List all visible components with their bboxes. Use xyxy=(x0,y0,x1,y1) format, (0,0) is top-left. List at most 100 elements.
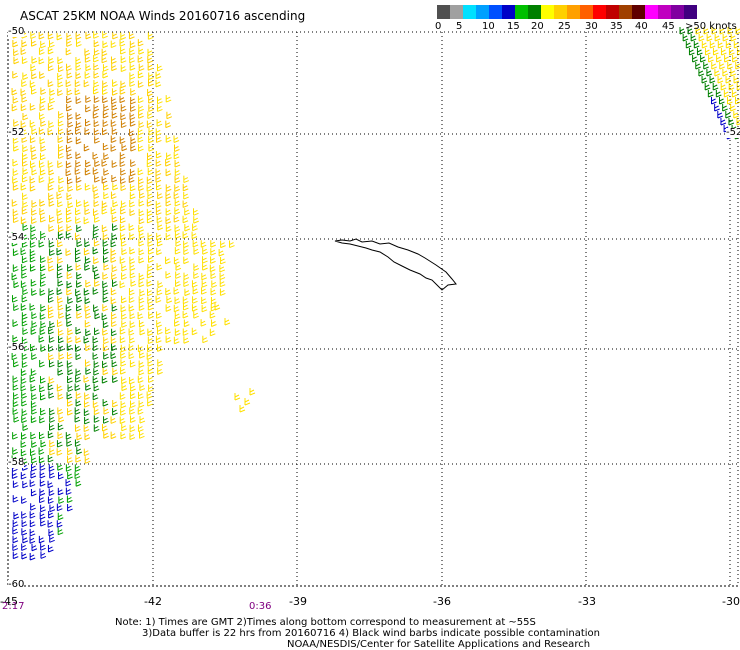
wind-barb xyxy=(129,320,136,329)
wind-barb xyxy=(84,359,91,368)
wind-barb xyxy=(21,543,27,551)
wind-barb xyxy=(210,256,216,264)
wind-barb xyxy=(38,56,45,65)
lon-label-39: -39 xyxy=(289,595,307,608)
wind-barb xyxy=(76,311,83,319)
wind-barb xyxy=(57,231,64,240)
wind-barb xyxy=(12,551,19,560)
wind-barb xyxy=(48,168,55,176)
wind-barb xyxy=(725,41,732,49)
wind-barb xyxy=(165,191,172,200)
wind-barb xyxy=(13,415,20,423)
wind-barb xyxy=(12,432,18,440)
wind-barb xyxy=(21,391,27,399)
wind-barb xyxy=(57,487,64,496)
wind-barb xyxy=(75,216,81,224)
wind-barb xyxy=(155,71,162,80)
wind-barb xyxy=(102,344,109,352)
wind-barb xyxy=(101,207,108,215)
wind-barb xyxy=(92,287,99,295)
wind-barb xyxy=(147,344,153,353)
wind-barb xyxy=(20,432,27,440)
wind-barb xyxy=(183,256,189,265)
wind-barb xyxy=(38,127,45,135)
wind-barb xyxy=(146,391,153,399)
wind-barb xyxy=(130,88,136,96)
wind-barb xyxy=(13,48,19,57)
wind-barb xyxy=(725,76,732,84)
wind-barb xyxy=(83,424,90,433)
wind-barb xyxy=(720,118,727,126)
wind-barb xyxy=(56,32,63,41)
wind-barb xyxy=(129,432,136,441)
wind-barb xyxy=(111,215,118,223)
wind-barb xyxy=(130,400,136,409)
wind-barb xyxy=(20,183,27,191)
wind-barb xyxy=(93,424,100,432)
wind-barb xyxy=(12,375,19,384)
wind-barb xyxy=(39,360,45,368)
wind-barb xyxy=(30,144,37,153)
wind-barb xyxy=(58,335,64,344)
wind-barb xyxy=(83,216,90,225)
wind-barb xyxy=(40,87,47,95)
wind-barb xyxy=(137,311,144,320)
wind-barb xyxy=(112,31,118,40)
wind-barb xyxy=(20,88,27,97)
colorbar-label: 0 xyxy=(435,21,442,32)
colorbar-segment xyxy=(580,5,593,19)
wind-barb xyxy=(121,247,128,256)
wind-barb xyxy=(20,448,27,457)
wind-barb xyxy=(156,119,163,127)
wind-barb xyxy=(110,416,117,424)
wind-barb xyxy=(29,528,36,537)
wind-barb xyxy=(112,183,119,191)
wind-barb xyxy=(30,448,36,457)
wind-barb xyxy=(229,240,235,249)
wind-barb xyxy=(92,352,99,360)
wind-barb xyxy=(75,151,82,160)
wind-barb xyxy=(20,383,27,392)
wind-barb xyxy=(85,343,91,352)
wind-barb xyxy=(173,256,180,265)
wind-barb xyxy=(720,48,727,56)
wind-barb xyxy=(49,504,56,513)
wind-barb xyxy=(29,240,36,248)
wind-barb xyxy=(67,327,73,336)
wind-barb xyxy=(20,440,27,448)
map-title: ASCAT 25KM NOAA Winds 20160716 ascending xyxy=(20,9,306,23)
wind-barb xyxy=(47,383,54,391)
wind-barb xyxy=(717,41,724,49)
wind-barb xyxy=(92,336,99,344)
wind-barb xyxy=(83,144,90,152)
wind-barb xyxy=(110,40,117,49)
lat-label-58: -58 xyxy=(8,457,25,468)
wind-barb xyxy=(66,271,73,280)
note-line-3: NOAA/NESDIS/Center for Satellite Applica… xyxy=(287,639,591,650)
wind-barb xyxy=(40,231,46,239)
wind-barb xyxy=(29,375,36,383)
wind-barb xyxy=(101,376,108,384)
wind-barb xyxy=(11,103,18,112)
wind-barb xyxy=(20,368,27,377)
colorbar-label: 20 xyxy=(531,21,544,32)
colorbar-label: 30 xyxy=(585,21,598,32)
wind-barb xyxy=(21,79,27,88)
wind-barb xyxy=(110,351,117,360)
wind-barb xyxy=(157,191,163,200)
wind-barb xyxy=(12,264,19,273)
wind-barb xyxy=(193,271,199,279)
wind-barb xyxy=(48,199,55,207)
wind-barb xyxy=(102,95,108,104)
wind-barb xyxy=(12,248,19,257)
wind-barb xyxy=(137,167,144,176)
wind-barb xyxy=(83,288,90,296)
wind-barb xyxy=(716,55,722,63)
wind-barb xyxy=(57,239,63,248)
wind-barb xyxy=(129,79,136,87)
wind-barb xyxy=(67,384,74,392)
colorbar-segment xyxy=(593,5,606,19)
wind-barb xyxy=(29,184,36,192)
wind-barb xyxy=(138,360,145,368)
wind-barb xyxy=(57,295,63,304)
